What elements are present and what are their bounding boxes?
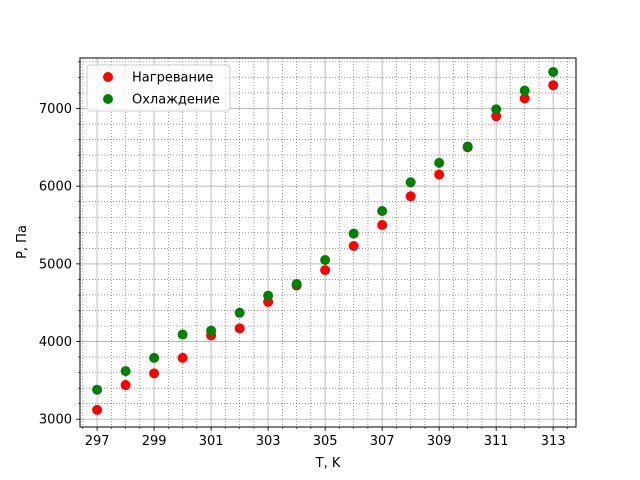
legend-label-heating: Нагревание [132,71,213,86]
cooling-point [149,352,160,363]
cooling-point [405,177,416,188]
x-tick-label: 313 [541,434,566,449]
legend-box [86,64,231,112]
cooling-point [234,307,245,318]
y-tick-label: 6000 [39,180,72,195]
heating-point [177,352,188,363]
cooling-point [92,384,103,395]
legend: Нагревание Охлаждение [86,64,231,112]
cooling-point [348,228,359,239]
cooling-point [434,157,445,168]
legend-label-cooling: Охлаждение [132,93,220,108]
x-tick-label: 299 [142,434,167,449]
x-axis-label: T, K [315,456,341,471]
x-tick-label: 297 [85,434,110,449]
heating-point [92,404,103,415]
tick-labels: 297 299 301 303 305 307 309 311 313 3000 4000 5000 6… [39,102,566,449]
cooling-point [519,85,530,96]
cooling-point [120,366,131,377]
data-points [92,66,559,415]
heating-point [491,111,502,122]
heating-point [234,323,245,334]
cooling-point [206,325,217,336]
heating-point [348,240,359,251]
x-tick-label: 305 [313,434,338,449]
heating-point [320,265,331,276]
y-tick-label: 7000 [39,102,72,117]
heating-point [149,368,160,379]
cooling-point [320,254,331,265]
y-tick-label: 3000 [39,413,72,428]
x-tick-label: 307 [370,434,395,449]
cooling-point [377,206,388,217]
x-tick-label: 309 [427,434,452,449]
x-tick-label: 311 [484,434,509,449]
cooling-point [177,329,188,340]
cooling-point [263,290,274,301]
x-tick-label: 301 [199,434,224,449]
heating-point [405,191,416,202]
axis-ticks [76,61,568,431]
cooling-point [548,66,559,77]
cooling-point [491,104,502,115]
y-tick-label: 5000 [39,257,72,272]
legend-marker-cooling [103,94,113,104]
heating-point [548,80,559,91]
y-tick-label: 4000 [39,335,72,350]
heating-point [519,93,530,104]
heating-point [120,380,131,391]
legend-marker-heating [103,72,113,82]
y-axis-label: P, Па [15,225,30,259]
plot-frame [79,57,577,428]
cooling-point [462,141,473,152]
cooling-point [291,279,302,290]
x-tick-label: 303 [256,434,281,449]
heating-point [377,220,388,231]
heating-point [434,169,445,180]
